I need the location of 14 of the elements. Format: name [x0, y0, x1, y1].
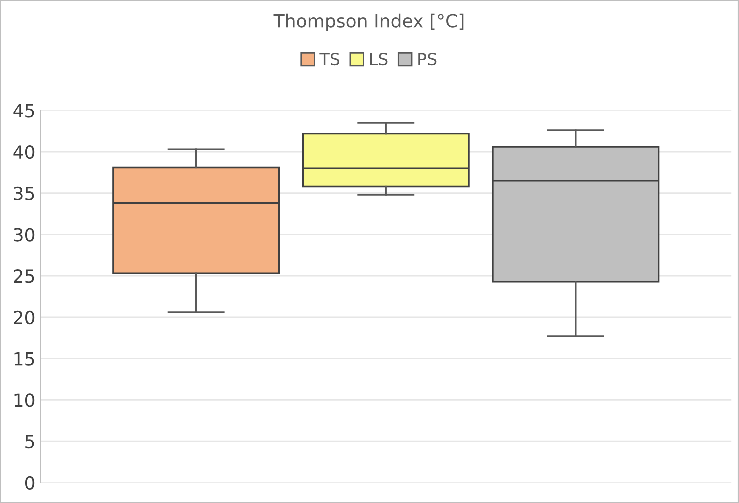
- y-tick-label: 5: [26, 435, 34, 449]
- legend-label: LS: [370, 53, 388, 66]
- y-tick-label: 20: [14, 310, 35, 325]
- y-tick-label: 0: [25, 476, 35, 490]
- legend-label: TS: [320, 53, 340, 66]
- chart-title: Thompson Index [°C]: [274, 14, 464, 32]
- y-tick-label: 35: [14, 186, 34, 200]
- y-tick-label: 40: [14, 145, 35, 160]
- y-tick-label: 10: [14, 394, 35, 408]
- legend-label: PS: [418, 53, 437, 66]
- y-tick-label: 30: [14, 228, 35, 242]
- y-tick-label: 15: [14, 352, 34, 366]
- y-tick-label: 25: [14, 270, 34, 284]
- y-tick-label: 45: [14, 104, 34, 118]
